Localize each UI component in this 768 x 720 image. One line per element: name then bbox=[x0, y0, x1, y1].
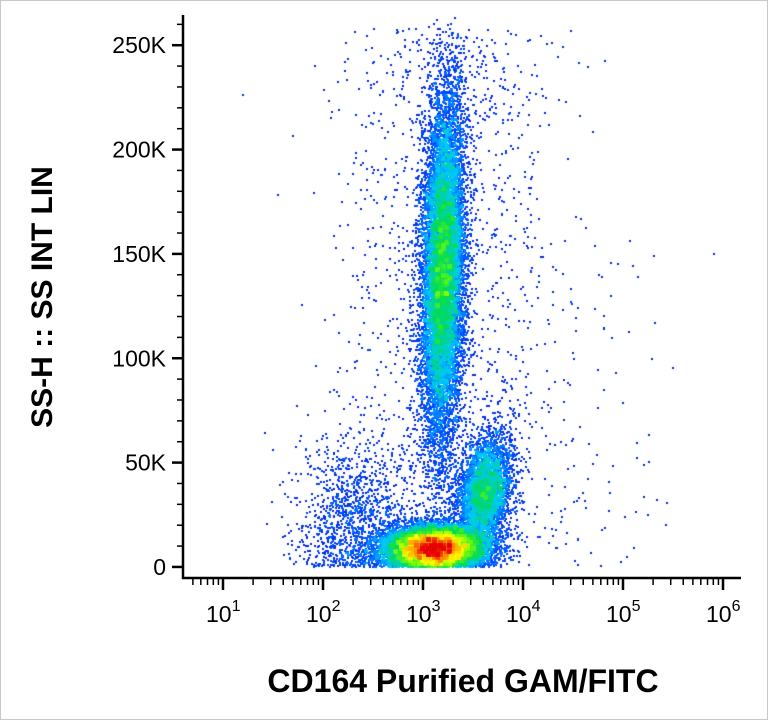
x-tick-label: 106 bbox=[706, 598, 741, 627]
y-tick-label: 200K bbox=[112, 137, 166, 163]
x-tick-label: 102 bbox=[306, 598, 341, 627]
x-tick-label: 101 bbox=[206, 598, 241, 627]
x-tick-label: 104 bbox=[506, 598, 541, 627]
y-tick-label: 150K bbox=[112, 241, 166, 267]
y-axis-title: SS-H :: SS INT LIN bbox=[26, 166, 59, 428]
x-tick-label: 103 bbox=[406, 598, 441, 627]
y-tick-label: 100K bbox=[112, 345, 166, 371]
y-tick-label: 0 bbox=[153, 554, 166, 580]
x-axis-title: CD164 Purified GAM/FITC bbox=[267, 663, 659, 699]
density-plot-canvas bbox=[184, 16, 741, 578]
x-tick-label: 105 bbox=[606, 598, 641, 627]
y-tick-label: 250K bbox=[112, 32, 166, 58]
y-tick-label: 50K bbox=[125, 450, 167, 476]
